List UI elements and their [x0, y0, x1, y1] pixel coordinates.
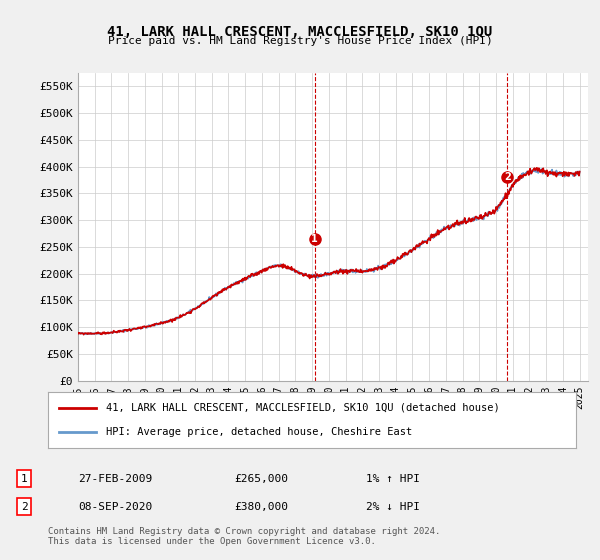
Text: 41, LARK HALL CRESCENT, MACCLESFIELD, SK10 1QU: 41, LARK HALL CRESCENT, MACCLESFIELD, SK…	[107, 25, 493, 39]
Text: 2% ↓ HPI: 2% ↓ HPI	[366, 502, 420, 512]
Text: 1: 1	[311, 234, 318, 244]
Text: 1% ↑ HPI: 1% ↑ HPI	[366, 474, 420, 484]
Text: 2: 2	[20, 502, 28, 512]
Text: Contains HM Land Registry data © Crown copyright and database right 2024.
This d: Contains HM Land Registry data © Crown c…	[48, 526, 440, 546]
Text: 08-SEP-2020: 08-SEP-2020	[78, 502, 152, 512]
Text: HPI: Average price, detached house, Cheshire East: HPI: Average price, detached house, Ches…	[106, 427, 412, 437]
Text: 27-FEB-2009: 27-FEB-2009	[78, 474, 152, 484]
Text: 2: 2	[504, 172, 511, 182]
Text: 41, LARK HALL CRESCENT, MACCLESFIELD, SK10 1QU (detached house): 41, LARK HALL CRESCENT, MACCLESFIELD, SK…	[106, 403, 500, 413]
Text: Price paid vs. HM Land Registry's House Price Index (HPI): Price paid vs. HM Land Registry's House …	[107, 36, 493, 46]
Text: 1: 1	[20, 474, 28, 484]
Text: £265,000: £265,000	[234, 474, 288, 484]
Text: £380,000: £380,000	[234, 502, 288, 512]
